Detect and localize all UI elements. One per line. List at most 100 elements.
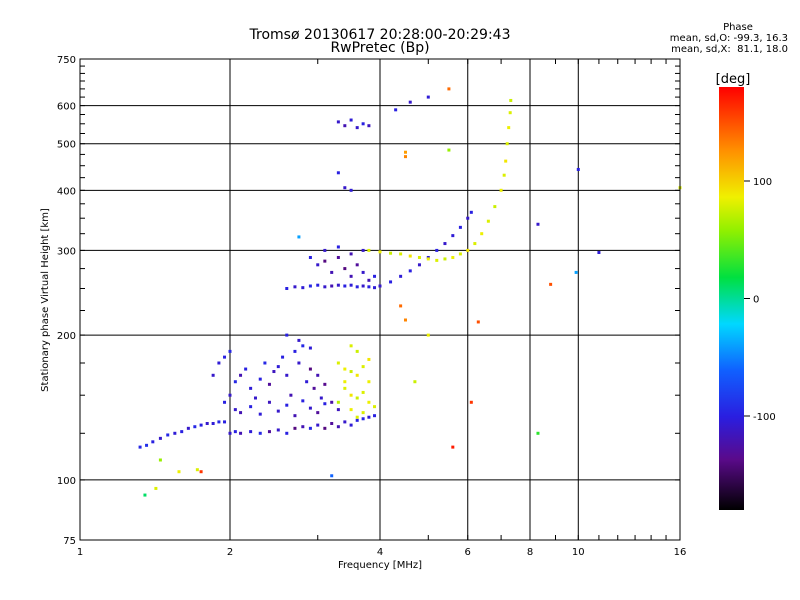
data-point-x: [177, 470, 181, 474]
data-point-o: [267, 400, 271, 404]
data-point-o: [399, 274, 403, 278]
data-point-o: [469, 210, 473, 214]
data-point-o: [343, 186, 347, 190]
data-point-o: [408, 100, 412, 104]
data-point-o: [308, 255, 312, 259]
data-point-o: [285, 333, 289, 337]
data-point-o: [389, 280, 393, 284]
data-point-x: [493, 205, 497, 209]
data-point-o: [223, 355, 227, 359]
data-point-other: [297, 235, 301, 239]
data-point-o: [145, 443, 149, 447]
y-tick-label: 300: [57, 246, 76, 257]
data-point-x: [378, 250, 382, 254]
data-point-o: [316, 283, 320, 287]
data-point-o: [323, 426, 327, 430]
data-point-o: [330, 284, 334, 288]
data-point-x: [447, 148, 451, 152]
data-point-x: [486, 219, 490, 223]
data-point-o: [536, 222, 540, 226]
x-tick-label: 8: [527, 547, 533, 558]
data-point-o: [267, 430, 271, 434]
data-point-o: [336, 245, 340, 249]
colorbar-tick-label: 100: [753, 177, 772, 188]
data-point-o: [330, 421, 334, 425]
data-point-o: [308, 426, 312, 430]
y-axis-label: Stationary phase Virtual Height [km]: [40, 208, 51, 392]
data-point-o: [158, 436, 162, 440]
data-point-o: [367, 124, 371, 128]
data-point-other: [399, 304, 403, 308]
y-tick-labels: 75 100 200 300 400 500 600 750: [57, 55, 76, 547]
data-point-o: [316, 423, 320, 427]
y-tick-label: 100: [57, 476, 76, 487]
data-point-o: [367, 278, 371, 282]
data-point-x: [502, 173, 506, 177]
data-point-o: [233, 408, 237, 412]
data-point-o: [276, 365, 280, 369]
data-point-o: [316, 263, 320, 267]
data-point-o: [466, 216, 470, 220]
x-tick-label: 10: [572, 547, 585, 558]
data-point-o: [355, 418, 359, 422]
data-point-o: [458, 225, 462, 229]
data-point-o: [301, 399, 305, 403]
data-point-o: [343, 284, 347, 288]
data-point-x: [343, 380, 347, 384]
data-point-o: [426, 95, 430, 99]
scatter-points: [138, 87, 682, 497]
data-point-x: [399, 252, 403, 256]
data-point-o: [312, 386, 316, 390]
data-point-o: [301, 344, 305, 348]
data-point-o: [249, 405, 253, 409]
phase-stats-o: mean, sd,O: -99.3, 16.3: [669, 33, 788, 44]
data-point-o: [349, 274, 353, 278]
data-point-o: [249, 430, 253, 434]
data-point-x: [355, 373, 359, 377]
data-point-o: [281, 355, 285, 359]
data-point-x: [343, 367, 347, 371]
data-point-o: [217, 361, 221, 365]
data-point-o: [308, 367, 312, 371]
data-point-o: [323, 382, 327, 386]
data-point-x: [349, 393, 353, 397]
data-point-o: [443, 242, 447, 246]
y-tick-label: 500: [57, 140, 76, 151]
data-point-other: [451, 445, 455, 449]
data-point-o: [435, 248, 439, 252]
data-point-o: [217, 420, 221, 424]
data-point-o: [233, 430, 237, 434]
data-point-o: [361, 270, 365, 274]
data-point-o: [316, 411, 320, 415]
data-point-x: [473, 242, 477, 246]
data-point-x: [505, 142, 509, 146]
data-point-o: [361, 122, 365, 126]
data-point-o: [301, 286, 305, 290]
data-point-x: [343, 386, 347, 390]
data-point-o: [373, 286, 377, 290]
chart-subtitle: RwPretec (Bp): [330, 40, 430, 56]
data-point-o: [367, 415, 371, 419]
data-point-o: [373, 414, 377, 418]
data-point-x: [417, 255, 421, 259]
data-point-x: [336, 361, 340, 365]
data-point-o: [336, 408, 340, 412]
data-point-o: [361, 284, 365, 288]
data-point-o: [323, 259, 327, 263]
data-point-o: [336, 171, 340, 175]
data-point-x: [367, 248, 371, 252]
data-point-o: [211, 373, 215, 377]
data-point-o: [323, 285, 327, 289]
data-point-o: [285, 403, 289, 407]
data-point-o: [211, 421, 215, 425]
data-point-x: [435, 258, 439, 262]
data-point-o: [576, 167, 580, 171]
data-point-x: [389, 251, 393, 255]
data-point-o: [355, 263, 359, 267]
data-point-other: [447, 87, 451, 91]
data-point-o: [301, 425, 305, 429]
grid-lines: [80, 59, 680, 540]
axis-ticks: [79, 58, 681, 541]
colorbar-tick-label: 0: [753, 295, 759, 306]
